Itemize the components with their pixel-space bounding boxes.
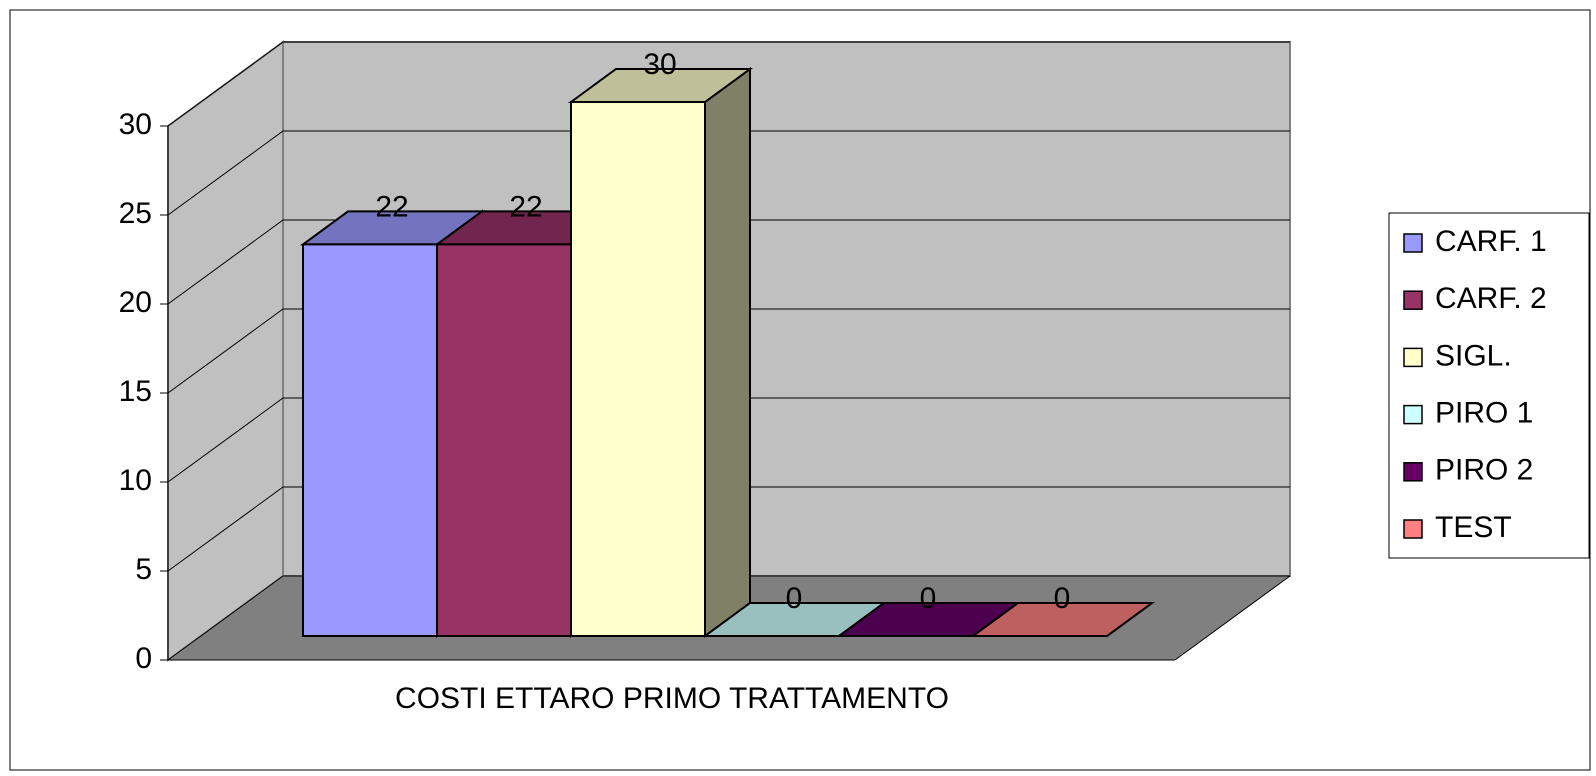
grid-line (167, 397, 1290, 483)
bar (436, 243, 572, 637)
y-tick-label: 15 (119, 375, 152, 408)
category-label: COSTI ETTARO PRIMO TRATTAMENTO (395, 682, 949, 715)
legend-label: CARF. 2 (1435, 282, 1547, 315)
legend-swatch (1403, 404, 1423, 425)
bar (302, 243, 438, 637)
grid-line (167, 41, 1290, 127)
grid (160, 41, 1290, 661)
y-tick-label: 0 (135, 642, 152, 675)
legend-label: CARF. 1 (1435, 225, 1547, 258)
bar-side (704, 67, 751, 638)
legend-swatch (1403, 233, 1423, 253)
grid-line (167, 308, 1290, 394)
legend-entries: CARF. 1 CARF. 2 SIGL. PIRO 1 PIRO 2 TEST (1403, 225, 1547, 544)
legend-label: TEST (1435, 511, 1512, 544)
bars: 22 22 30 0 0 0 (299, 48, 1156, 638)
data-label: 30 (643, 48, 676, 81)
legend-swatch (1403, 347, 1423, 368)
y-tick-label: 10 (119, 464, 152, 497)
grid-line (167, 575, 1290, 661)
legend-swatch (1403, 290, 1423, 310)
legend-label: PIRO 2 (1435, 454, 1533, 487)
y-tick-label: 25 (119, 197, 152, 230)
data-label: 22 (509, 190, 542, 223)
data-label: 0 (786, 582, 803, 615)
legend-swatch (1403, 462, 1423, 482)
legend-label: SIGL. (1435, 339, 1512, 372)
grid-line (167, 219, 1290, 305)
y-tick-label: 30 (119, 108, 152, 141)
legend-swatch (1403, 519, 1423, 539)
floor-edge (1174, 575, 1291, 661)
legend (1388, 212, 1590, 559)
y-tick-label: 20 (119, 286, 152, 319)
grid-line (167, 486, 1290, 572)
y-tick-label: 5 (135, 553, 152, 586)
bar (570, 101, 706, 637)
data-label: 0 (920, 582, 937, 615)
legend-label: PIRO 1 (1435, 397, 1533, 430)
data-label: 0 (1054, 582, 1071, 615)
grid-line (167, 130, 1290, 216)
bar-top (969, 602, 1156, 637)
data-label: 22 (375, 190, 408, 223)
